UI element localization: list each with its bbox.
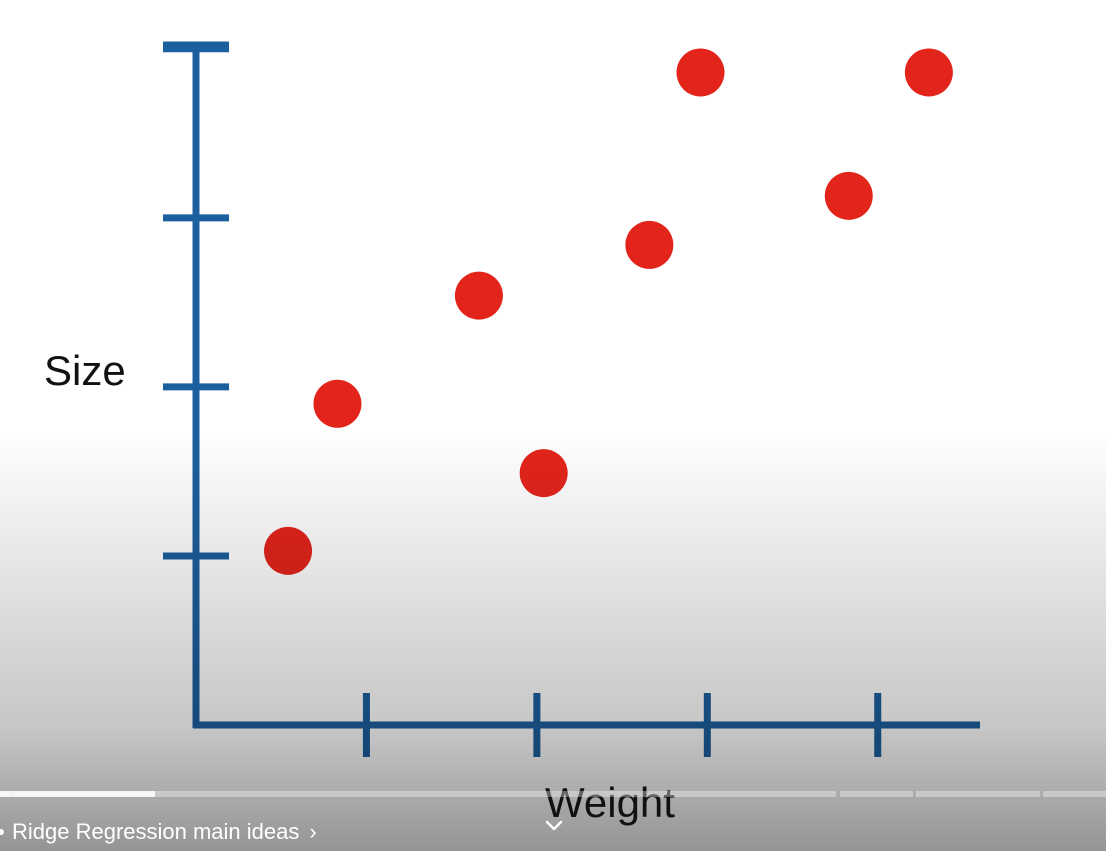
chevron-down-icon[interactable] — [542, 816, 566, 836]
data-point — [676, 48, 725, 97]
data-point — [904, 48, 953, 97]
axes — [163, 41, 980, 757]
chapter-title: Ridge Regression main ideas — [12, 819, 300, 844]
data-point — [519, 449, 568, 498]
progress-played — [0, 791, 155, 797]
y-axis-label: Size — [44, 347, 126, 394]
chapter-button[interactable]: Ridge Regression main ideas › — [0, 816, 317, 848]
chapter-segment[interactable] — [1043, 791, 1106, 797]
data-point — [824, 171, 873, 220]
data-point — [313, 379, 362, 428]
chapter-segment[interactable] — [840, 791, 913, 797]
chapter-segment[interactable] — [13, 791, 836, 797]
data-point — [264, 526, 313, 575]
chapter-dot-icon — [0, 829, 4, 835]
x-axis-label: Weight — [545, 779, 675, 826]
progress-bar[interactable] — [0, 791, 1106, 797]
chapter-segment[interactable] — [916, 791, 1040, 797]
data-point — [625, 220, 674, 269]
data-point — [454, 271, 503, 320]
chevron-right-icon: › — [309, 819, 317, 844]
data-points — [264, 48, 953, 575]
